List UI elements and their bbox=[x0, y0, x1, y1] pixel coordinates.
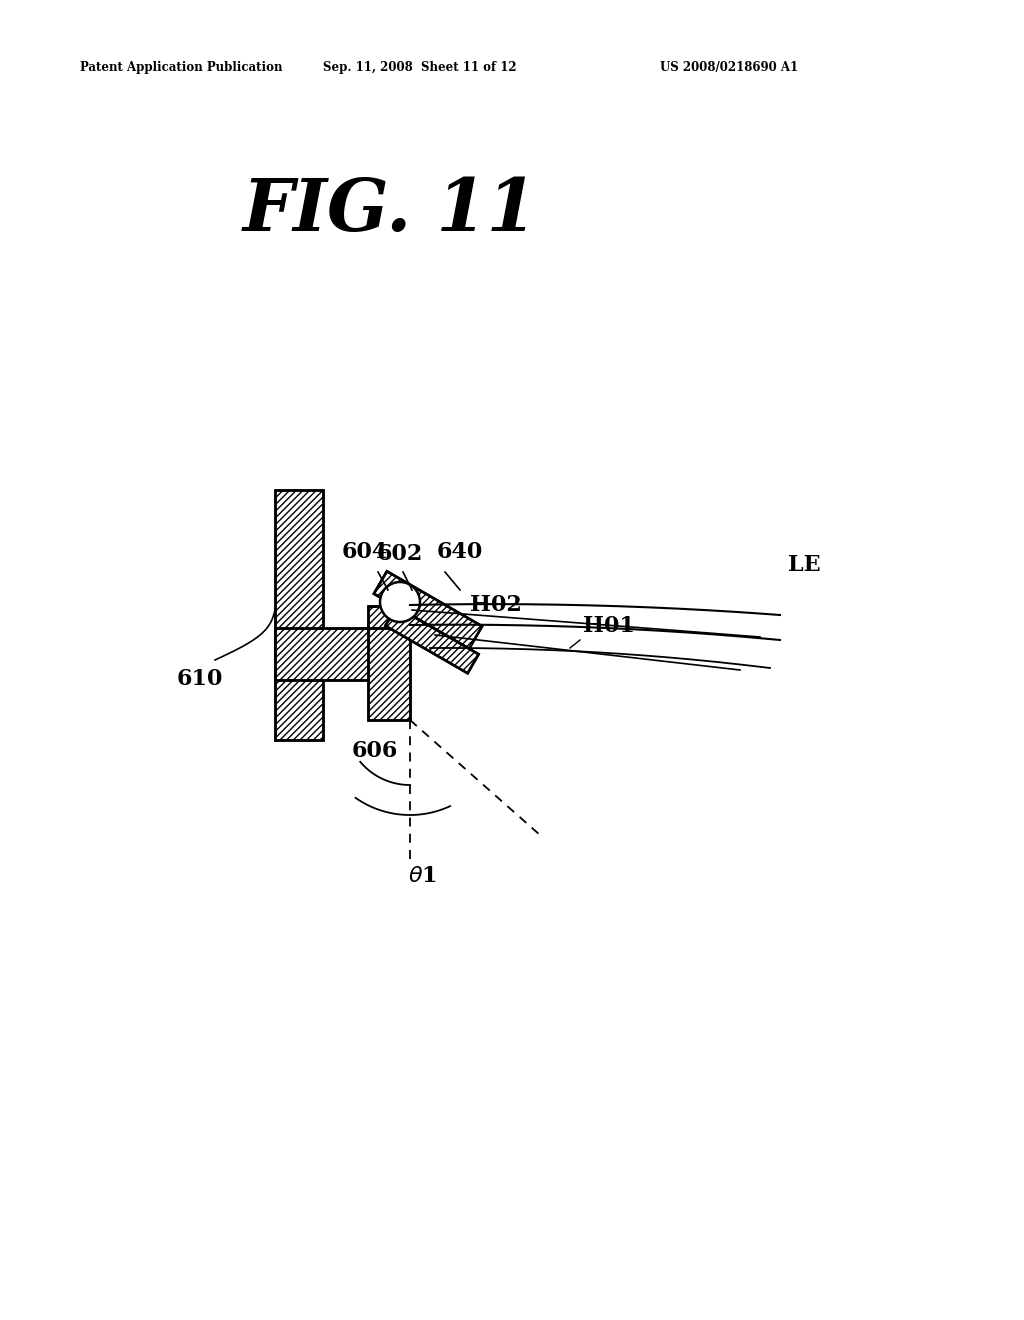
Circle shape bbox=[380, 582, 420, 622]
Bar bbox=[275, 490, 323, 741]
Text: LE: LE bbox=[788, 554, 820, 576]
Text: US 2008/0218690 A1: US 2008/0218690 A1 bbox=[660, 61, 798, 74]
Bar bbox=[368, 606, 410, 628]
Text: 604: 604 bbox=[342, 541, 388, 564]
Text: 602: 602 bbox=[377, 543, 423, 565]
Bar bbox=[368, 624, 410, 719]
Bar bbox=[368, 606, 410, 628]
Polygon shape bbox=[385, 607, 478, 673]
Bar bbox=[275, 628, 406, 680]
Text: H02: H02 bbox=[470, 594, 522, 616]
Text: Sep. 11, 2008  Sheet 11 of 12: Sep. 11, 2008 Sheet 11 of 12 bbox=[324, 61, 517, 74]
Text: FIG. 11: FIG. 11 bbox=[243, 174, 538, 246]
Text: H01: H01 bbox=[583, 615, 635, 638]
Bar bbox=[275, 628, 406, 680]
Text: Patent Application Publication: Patent Application Publication bbox=[80, 61, 283, 74]
Bar bbox=[368, 624, 410, 719]
Text: 610: 610 bbox=[177, 668, 223, 690]
Polygon shape bbox=[374, 572, 482, 648]
Bar bbox=[275, 490, 323, 741]
Text: 640: 640 bbox=[437, 541, 483, 564]
Text: $\theta$1: $\theta$1 bbox=[408, 865, 436, 887]
Text: 606: 606 bbox=[352, 741, 398, 762]
